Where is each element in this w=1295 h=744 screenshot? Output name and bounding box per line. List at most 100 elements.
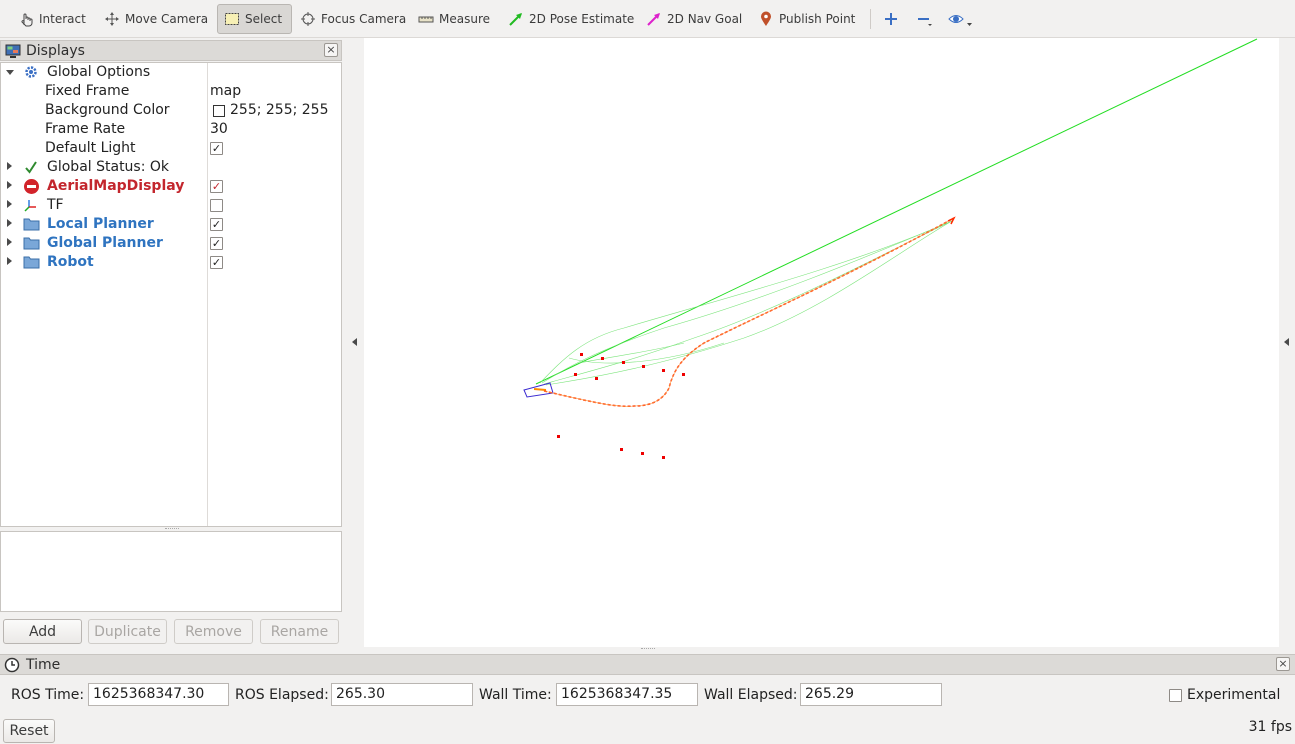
expand-arrow-icon[interactable]	[7, 162, 12, 170]
right-dock-collapse-bar[interactable]	[1279, 38, 1295, 647]
ros-time-field[interactable]: 1625368347.30	[88, 683, 229, 706]
expand-arrow-icon[interactable]	[7, 238, 12, 246]
tool-label: 2D Pose Estimate	[529, 12, 635, 26]
tool-publish-point-button[interactable]: Publish Point	[752, 4, 861, 34]
folder-icon	[23, 254, 41, 271]
enable-checkbox[interactable]: ✓	[210, 237, 223, 250]
experimental-checkbox[interactable]	[1169, 689, 1182, 702]
remove-display-button[interactable]: Remove	[174, 619, 253, 644]
fixed-frame-value[interactable]: map	[210, 83, 242, 99]
ros-elapsed-field[interactable]: 265.30	[331, 683, 473, 706]
default-light-checkbox[interactable]: ✓	[210, 142, 223, 155]
render-3d-view[interactable]	[364, 38, 1279, 647]
tree-label: Default Light	[45, 140, 136, 156]
tool-label: Interact	[39, 12, 86, 26]
tree-label: Frame Rate	[45, 121, 126, 137]
folder-icon	[23, 216, 41, 233]
tree-row-local-planner[interactable]: Local Planner ✓	[1, 215, 341, 234]
tree-row-aerial-map-display[interactable]: AerialMapDisplay ✓	[1, 177, 341, 196]
tree-row-default-light[interactable]: Default Light ✓	[1, 139, 341, 158]
tree-label: Background Color	[45, 102, 170, 118]
path-end-marker	[947, 216, 956, 225]
add-display-button[interactable]: Add	[3, 619, 82, 644]
tool-focus-camera-button[interactable]: Focus Camera	[294, 4, 412, 34]
tool-label: Measure	[439, 12, 490, 26]
tree-row-tf[interactable]: TF	[1, 196, 341, 215]
expand-arrow-icon[interactable]	[7, 200, 12, 208]
wall-elapsed-field[interactable]: 265.29	[800, 683, 942, 706]
wall-time-label: Wall Time:	[479, 687, 552, 703]
tree-column-divider[interactable]	[207, 63, 208, 526]
monitor-icon	[5, 43, 21, 59]
expand-arrow-icon[interactable]	[6, 70, 14, 75]
background-color-value[interactable]: 255; 255; 255	[230, 102, 329, 118]
tree-label: Robot	[47, 254, 94, 270]
move-arrows-icon	[104, 11, 120, 27]
tree-label: AerialMapDisplay	[47, 178, 185, 194]
local-trajectories	[539, 220, 953, 386]
robot-heading	[533, 388, 547, 391]
enable-checkbox[interactable]: ✓	[210, 256, 223, 269]
tool-label: Move Camera	[125, 12, 209, 26]
tree-row-robot[interactable]: Robot ✓	[1, 253, 341, 272]
global-path-line	[535, 38, 1258, 385]
map-pin-icon	[758, 11, 774, 27]
tool-move-camera-button[interactable]: Move Camera	[98, 4, 214, 34]
tree-row-frame-rate[interactable]: Frame Rate 30	[1, 120, 341, 139]
tool-select-button[interactable]: Select	[217, 4, 292, 34]
rename-display-button[interactable]: Rename	[260, 619, 339, 644]
tree-row-background-color[interactable]: Background Color 255; 255; 255	[1, 101, 341, 120]
tool-measure-button[interactable]: Measure	[412, 4, 496, 34]
minus-icon	[916, 11, 932, 27]
time-close-button[interactable]: ×	[1276, 657, 1290, 671]
gear-icon	[23, 64, 41, 81]
obstacle-points	[557, 353, 685, 459]
property-description-box	[0, 531, 342, 612]
expand-arrow-icon[interactable]	[7, 219, 12, 227]
tree-label: Local Planner	[47, 216, 154, 232]
tree-label: Global Status: Ok	[47, 159, 170, 175]
checkmark-icon	[23, 159, 41, 176]
displays-close-button[interactable]: ×	[324, 43, 338, 57]
tool-label: Publish Point	[779, 12, 856, 26]
tree-row-global-options[interactable]: Global Options	[1, 63, 341, 82]
tool-label: Select	[245, 12, 283, 26]
splitter-handle[interactable]	[165, 528, 179, 530]
folder-icon	[23, 235, 41, 252]
view-tool-button[interactable]	[942, 4, 985, 34]
tree-row-global-planner[interactable]: Global Planner ✓	[1, 234, 341, 253]
wall-time-field[interactable]: 1625368347.35	[556, 683, 698, 706]
collapse-left-arrow-icon[interactable]	[352, 338, 357, 346]
collapse-right-arrow-icon[interactable]	[1284, 338, 1289, 346]
tree-row-fixed-frame[interactable]: Fixed Frame map	[1, 82, 341, 101]
expand-arrow-icon[interactable]	[7, 257, 12, 265]
tool-label: Focus Camera	[321, 12, 407, 26]
add-tool-button[interactable]	[877, 4, 910, 34]
local-path	[543, 217, 955, 408]
frame-rate-value[interactable]: 30	[210, 121, 228, 137]
color-swatch[interactable]	[213, 105, 225, 117]
fps-counter: 31 fps	[1248, 719, 1292, 735]
tool-label: 2D Nav Goal	[667, 12, 743, 26]
expand-arrow-icon[interactable]	[7, 181, 12, 189]
enable-checkbox[interactable]	[210, 199, 223, 212]
remove-tool-button[interactable]	[910, 4, 943, 34]
tool-nav-goal-button[interactable]: 2D Nav Goal	[640, 4, 748, 34]
reset-button[interactable]: Reset	[3, 719, 55, 743]
splitter-handle[interactable]	[641, 648, 655, 650]
tool-interact-button[interactable]: Interact	[12, 4, 92, 34]
enable-checkbox[interactable]: ✓	[210, 180, 223, 193]
tool-pose-estimate-button[interactable]: 2D Pose Estimate	[502, 4, 640, 34]
green-arrow-icon	[508, 11, 524, 27]
duplicate-display-button[interactable]: Duplicate	[88, 619, 167, 644]
enable-checkbox[interactable]: ✓	[210, 218, 223, 231]
hand-pointer-icon	[18, 11, 34, 27]
tree-row-global-status[interactable]: Global Status: Ok	[1, 158, 341, 177]
scene-canvas[interactable]	[364, 38, 1279, 647]
local-path-center	[543, 217, 955, 407]
experimental-label: Experimental	[1187, 687, 1281, 703]
eye-icon	[948, 11, 974, 27]
left-dock-collapse-bar[interactable]	[343, 38, 364, 647]
ruler-icon	[418, 11, 434, 27]
tree-label: Fixed Frame	[45, 83, 130, 99]
